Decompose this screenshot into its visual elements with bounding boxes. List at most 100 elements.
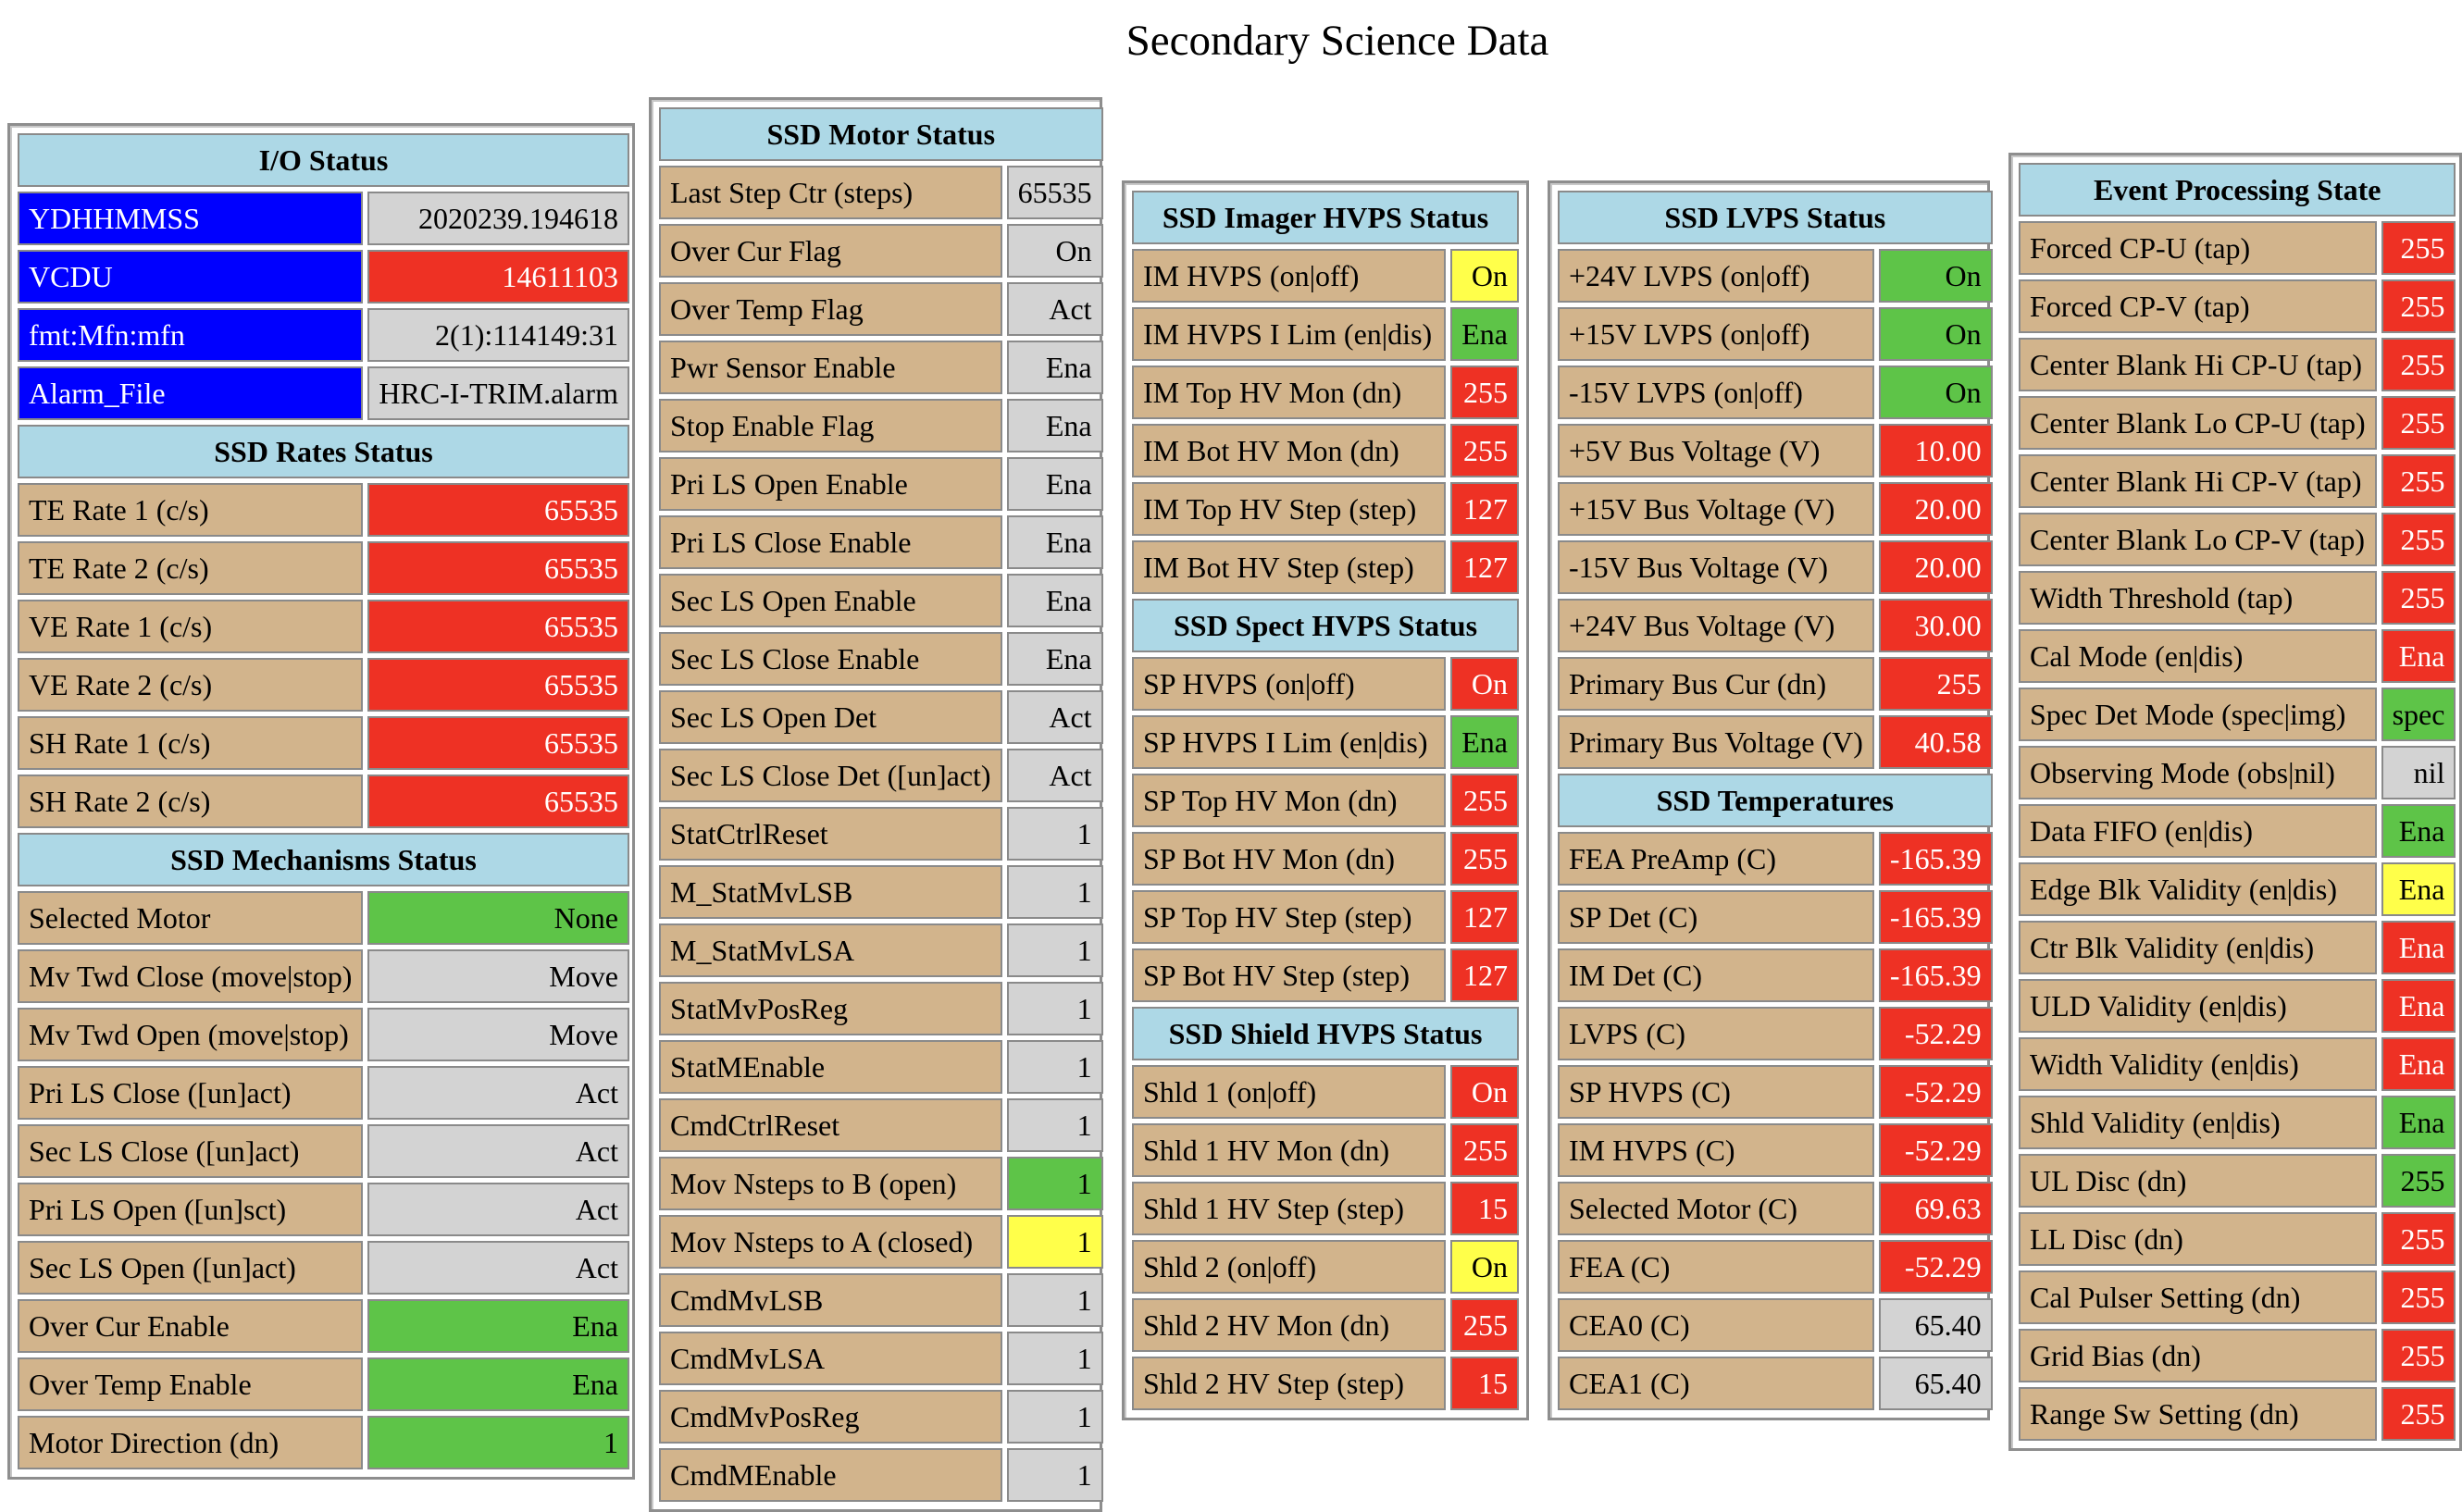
row-value: Ena [2381, 862, 2456, 916]
row-label: Shld 2 HV Step (step) [1132, 1357, 1446, 1410]
row-label: Sec LS Open Enable [659, 574, 1002, 627]
table-row: VE Rate 2 (c/s) 65535 [18, 658, 629, 712]
row-value: -165.39 [1878, 948, 1993, 1002]
row-value: On [1878, 307, 1993, 361]
row-value: Ena [1006, 632, 1103, 686]
row-label: SP Det (C) [1558, 890, 1874, 944]
row-value: 255 [2381, 279, 2456, 333]
row-label: StatCtrlReset [659, 807, 1002, 861]
row-label: SH Rate 2 (c/s) [18, 775, 364, 828]
row-value: 2(1):114149:31 [367, 308, 629, 362]
row-label: Width Validity (en|dis) [2019, 1037, 2377, 1091]
row-label: CmdCtrlReset [659, 1098, 1002, 1152]
section-header-row: SSD Mechanisms Status [18, 833, 629, 886]
row-label: Shld 1 (on|off) [1132, 1065, 1446, 1119]
status-table: SSD Motor Status Last Step Ctr (steps) 655… [654, 103, 1108, 1506]
row-value: Act [367, 1183, 629, 1236]
row-value: 1 [1006, 923, 1103, 977]
row-value: 255 [2381, 571, 2456, 625]
table-row: Grid Bias (dn) 255 [2019, 1329, 2456, 1382]
row-label: -15V LVPS (on|off) [1558, 366, 1874, 419]
row-label: +24V Bus Voltage (V) [1558, 599, 1874, 652]
row-value: 69.63 [1878, 1182, 1993, 1235]
table-row: ULD Validity (en|dis) Ena [2019, 979, 2456, 1033]
row-value: Ena [2381, 1037, 2456, 1091]
section-header-row: SSD LVPS Status [1558, 191, 1993, 244]
section-header-row: Event Processing State [2019, 163, 2456, 217]
table-row: M_StatMvLSB 1 [659, 865, 1103, 919]
row-value: 15 [1450, 1182, 1519, 1235]
row-label: SH Rate 1 (c/s) [18, 716, 364, 770]
table-row: FEA (C) -52.29 [1558, 1240, 1993, 1294]
table-row: Cal Pulser Setting (dn) 255 [2019, 1270, 2456, 1324]
io-status-panel: I/O Status YDHHMMSS 2020239.194618 VCDU 1461… [7, 123, 635, 1480]
table-row: Shld 2 HV Mon (dn) 255 [1132, 1298, 1519, 1352]
row-value: -52.29 [1878, 1240, 1993, 1294]
row-value: 255 [1878, 657, 1993, 711]
row-value: 15 [1450, 1357, 1519, 1410]
row-label: CmdMvLSB [659, 1273, 1002, 1327]
table-row: Primary Bus Voltage (V) 40.58 [1558, 715, 1993, 769]
row-label: CmdMvPosReg [659, 1390, 1002, 1444]
row-label: IM Top HV Step (step) [1132, 482, 1446, 536]
row-value: nil [2381, 746, 2456, 799]
row-label: StatMEnable [659, 1040, 1002, 1094]
row-value: Ena [2381, 921, 2456, 974]
row-label: Primary Bus Voltage (V) [1558, 715, 1874, 769]
row-label: Center Blank Lo CP-V (tap) [2019, 513, 2377, 566]
table-row: CmdCtrlReset 1 [659, 1098, 1103, 1152]
table-row: -15V LVPS (on|off) On [1558, 366, 1993, 419]
row-value: Ena [1006, 574, 1103, 627]
table-row: Mov Nsteps to A (closed) 1 [659, 1215, 1103, 1269]
row-value: Act [1006, 282, 1103, 336]
table-row: CmdMEnable 1 [659, 1448, 1103, 1502]
row-label: TE Rate 2 (c/s) [18, 541, 364, 595]
section-title-ssd-imager-hvps-status: SSD Imager HVPS Status [1132, 191, 1519, 244]
table-row: Edge Blk Validity (en|dis) Ena [2019, 862, 2456, 916]
table-row: CEA1 (C) 65.40 [1558, 1357, 1993, 1410]
row-label: Alarm_File [18, 366, 364, 420]
row-value: Act [1006, 690, 1103, 744]
table-row: Width Threshold (tap) 255 [2019, 571, 2456, 625]
row-value: 2020239.194618 [367, 192, 629, 245]
row-value: 255 [2381, 1270, 2456, 1324]
section-title-ssd-lvps-status: SSD LVPS Status [1558, 191, 1993, 244]
table-row: SP HVPS (on|off) On [1132, 657, 1519, 711]
table-row: IM Bot HV Step (step) 127 [1132, 540, 1519, 594]
table-row: CmdMvPosReg 1 [659, 1390, 1103, 1444]
row-value: -165.39 [1878, 890, 1993, 944]
section-header-row: SSD Rates Status [18, 425, 629, 478]
table-row: LL Disc (dn) 255 [2019, 1212, 2456, 1266]
table-row: SP Det (C) -165.39 [1558, 890, 1993, 944]
row-label: TE Rate 1 (c/s) [18, 483, 364, 537]
table-row: SP HVPS (C) -52.29 [1558, 1065, 1993, 1119]
table-row: Center Blank Lo CP-U (tap) 255 [2019, 396, 2456, 450]
table-row: Mv Twd Close (move|stop) Move [18, 949, 629, 1003]
table-row: Alarm_File HRC-I-TRIM.alarm [18, 366, 629, 420]
section-header-row: SSD Temperatures [1558, 774, 1993, 827]
table-row: +5V Bus Voltage (V) 10.00 [1558, 424, 1993, 477]
row-value: 1 [1006, 865, 1103, 919]
row-label: IM HVPS (C) [1558, 1123, 1874, 1177]
table-row: Range Sw Setting (dn) 255 [2019, 1387, 2456, 1441]
row-value: 65535 [367, 600, 629, 653]
section-header-row: SSD Imager HVPS Status [1132, 191, 1519, 244]
table-row: Ctr Blk Validity (en|dis) Ena [2019, 921, 2456, 974]
row-value: 255 [1450, 366, 1519, 419]
row-value: Ena [1006, 341, 1103, 394]
row-value: 1 [1006, 982, 1103, 1035]
section-title-ssd-rates-status: SSD Rates Status [18, 425, 629, 478]
table-row: Over Temp Enable Ena [18, 1357, 629, 1411]
row-label: Shld 1 HV Mon (dn) [1132, 1123, 1446, 1177]
row-value: 255 [2381, 1329, 2456, 1382]
table-row: -15V Bus Voltage (V) 20.00 [1558, 540, 1993, 594]
row-value: -52.29 [1878, 1065, 1993, 1119]
row-value: 20.00 [1878, 482, 1993, 536]
row-value: 65535 [367, 658, 629, 712]
row-value: 40.58 [1878, 715, 1993, 769]
row-value: 1 [1006, 1215, 1103, 1269]
row-label: Over Temp Flag [659, 282, 1002, 336]
row-value: 65535 [367, 716, 629, 770]
table-row: Stop Enable Flag Ena [659, 399, 1103, 452]
row-label: Shld 2 (on|off) [1132, 1240, 1446, 1294]
